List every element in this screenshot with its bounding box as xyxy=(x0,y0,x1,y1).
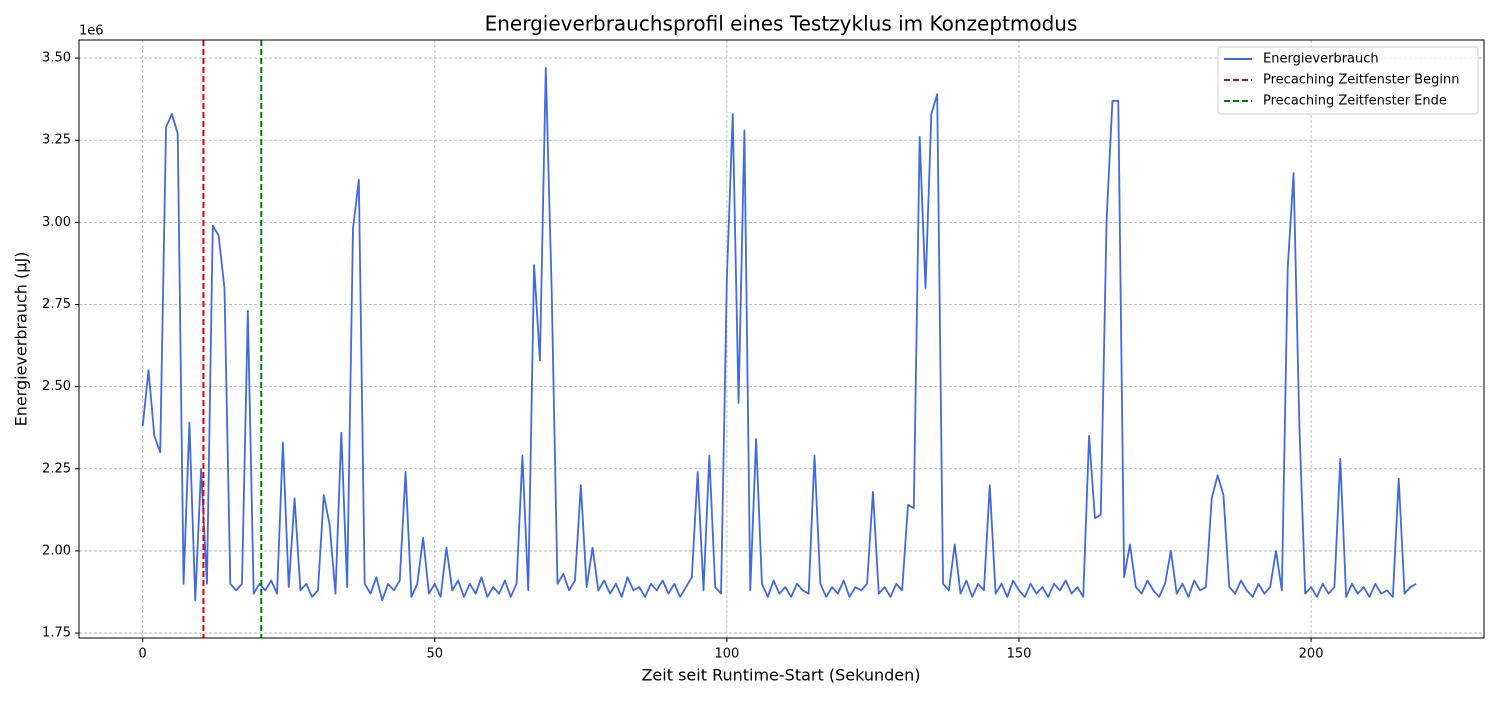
y-offset-label: 1e6 xyxy=(79,24,104,39)
y-tick-label: 2.25 xyxy=(42,461,71,476)
x-tick-label: 100 xyxy=(714,647,739,662)
legend-label: Precaching Zeitfenster Ende xyxy=(1263,94,1447,109)
y-tick-label: 2.50 xyxy=(42,379,71,394)
chart-title: Energieverbrauchsprofil eines Testzyklus… xyxy=(485,12,1078,36)
legend-label: Energieverbrauch xyxy=(1263,52,1379,67)
x-tick-label: 0 xyxy=(139,647,147,662)
y-tick-label: 3.50 xyxy=(42,51,71,66)
x-tick-label: 150 xyxy=(1007,647,1032,662)
legend-label: Precaching Zeitfenster Beginn xyxy=(1263,73,1459,88)
y-tick-label: 3.25 xyxy=(42,133,71,148)
x-axis-label: Zeit seit Runtime-Start (Sekunden) xyxy=(641,666,920,685)
y-tick-label: 2.00 xyxy=(42,543,71,558)
plot-frame xyxy=(78,39,1485,639)
x-tick-label: 50 xyxy=(427,647,444,662)
data-line xyxy=(141,67,1417,602)
y-tick-label: 1.75 xyxy=(42,626,71,641)
y-tick-label: 3.00 xyxy=(42,215,71,230)
legend-box xyxy=(1217,46,1479,115)
x-tick-label: 200 xyxy=(1299,647,1324,662)
y-axis-label: Energieverbrauch (µJ) xyxy=(12,252,31,427)
y-tick-label: 2.75 xyxy=(42,297,71,312)
